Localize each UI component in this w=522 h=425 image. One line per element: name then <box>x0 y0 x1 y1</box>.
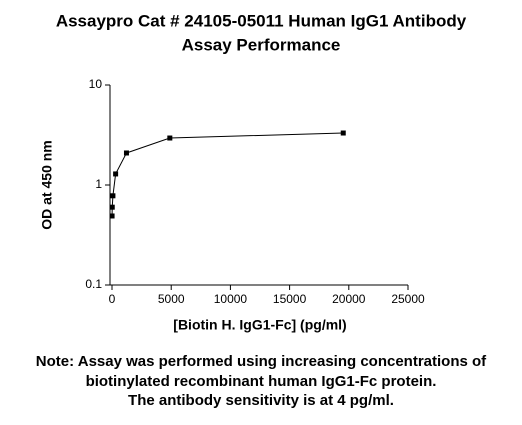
x-tick-label: 0 <box>109 292 116 306</box>
x-tick-label: 25000 <box>391 292 425 306</box>
y-tick-label: 10 <box>89 77 103 91</box>
x-tick-label: 5000 <box>158 292 185 306</box>
data-point <box>167 135 173 141</box>
data-point <box>340 130 346 136</box>
y-tick-label: 1 <box>95 177 102 191</box>
x-axis-label: [Biotin H. IgG1-Fc] (pg/ml) <box>173 317 346 333</box>
data-point <box>109 204 115 210</box>
y-axis-label: OD at 450 nm <box>39 140 55 229</box>
y-tick-label: 0.1 <box>85 277 102 291</box>
data-point <box>113 171 119 177</box>
chart-title: Assaypro Cat # 24105-05011 Human IgG1 An… <box>56 11 467 30</box>
series-line <box>111 132 344 216</box>
data-point <box>110 193 116 199</box>
note: The antibody sensitivity is at 4 pg/ml. <box>128 392 394 409</box>
data-point <box>123 150 129 156</box>
note: biotinylated recombinant human IgG1-Fc p… <box>86 373 437 390</box>
data-point <box>109 213 115 219</box>
note: Note: Assay was performed using increasi… <box>36 353 487 370</box>
x-tick-label: 10000 <box>214 292 248 306</box>
x-tick-label: 15000 <box>273 292 307 306</box>
x-tick-label: 20000 <box>332 292 366 306</box>
chart-title: Assay Performance <box>182 35 341 54</box>
